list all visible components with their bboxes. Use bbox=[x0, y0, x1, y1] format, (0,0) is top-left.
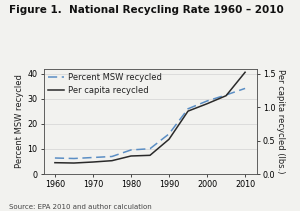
Text: Source: EPA 2010 and author calculation: Source: EPA 2010 and author calculation bbox=[9, 204, 152, 210]
Text: Figure 1.  National Recycling Rate 1960 – 2010: Figure 1. National Recycling Rate 1960 –… bbox=[9, 5, 284, 15]
Legend: Percent MSW recycled, Per capita recycled: Percent MSW recycled, Per capita recycle… bbox=[46, 71, 163, 97]
Y-axis label: Percent MSW recycled: Percent MSW recycled bbox=[15, 74, 24, 168]
Y-axis label: Per capita recycled (lbs.): Per capita recycled (lbs.) bbox=[276, 69, 285, 174]
